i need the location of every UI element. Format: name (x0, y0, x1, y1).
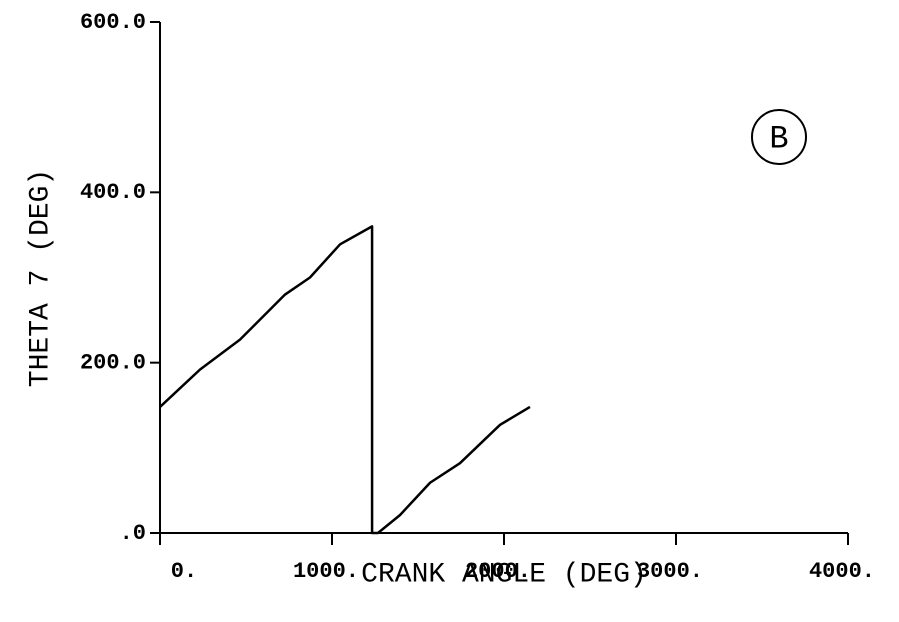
x-tick-label: 0. (171, 559, 197, 584)
y-tick-label: 200.0 (80, 350, 146, 375)
x-tick-label: 3000. (637, 559, 703, 584)
annotation: B (769, 120, 788, 157)
y-tick-label: .0 (120, 521, 146, 546)
data-line (159, 225, 531, 535)
x-tick-label: 4000. (809, 559, 875, 584)
x-tick-label: 2000. (465, 559, 531, 584)
x-axis-label: CRANK ANGLE (DEG) (361, 559, 647, 590)
annotation-circle (751, 109, 807, 165)
y-tick-label: 600.0 (80, 10, 146, 35)
x-tick-label: 1000. (293, 559, 359, 584)
y-axis-label: THETA 7 (DEG) (25, 169, 56, 387)
y-tick-label: 400.0 (80, 180, 146, 205)
